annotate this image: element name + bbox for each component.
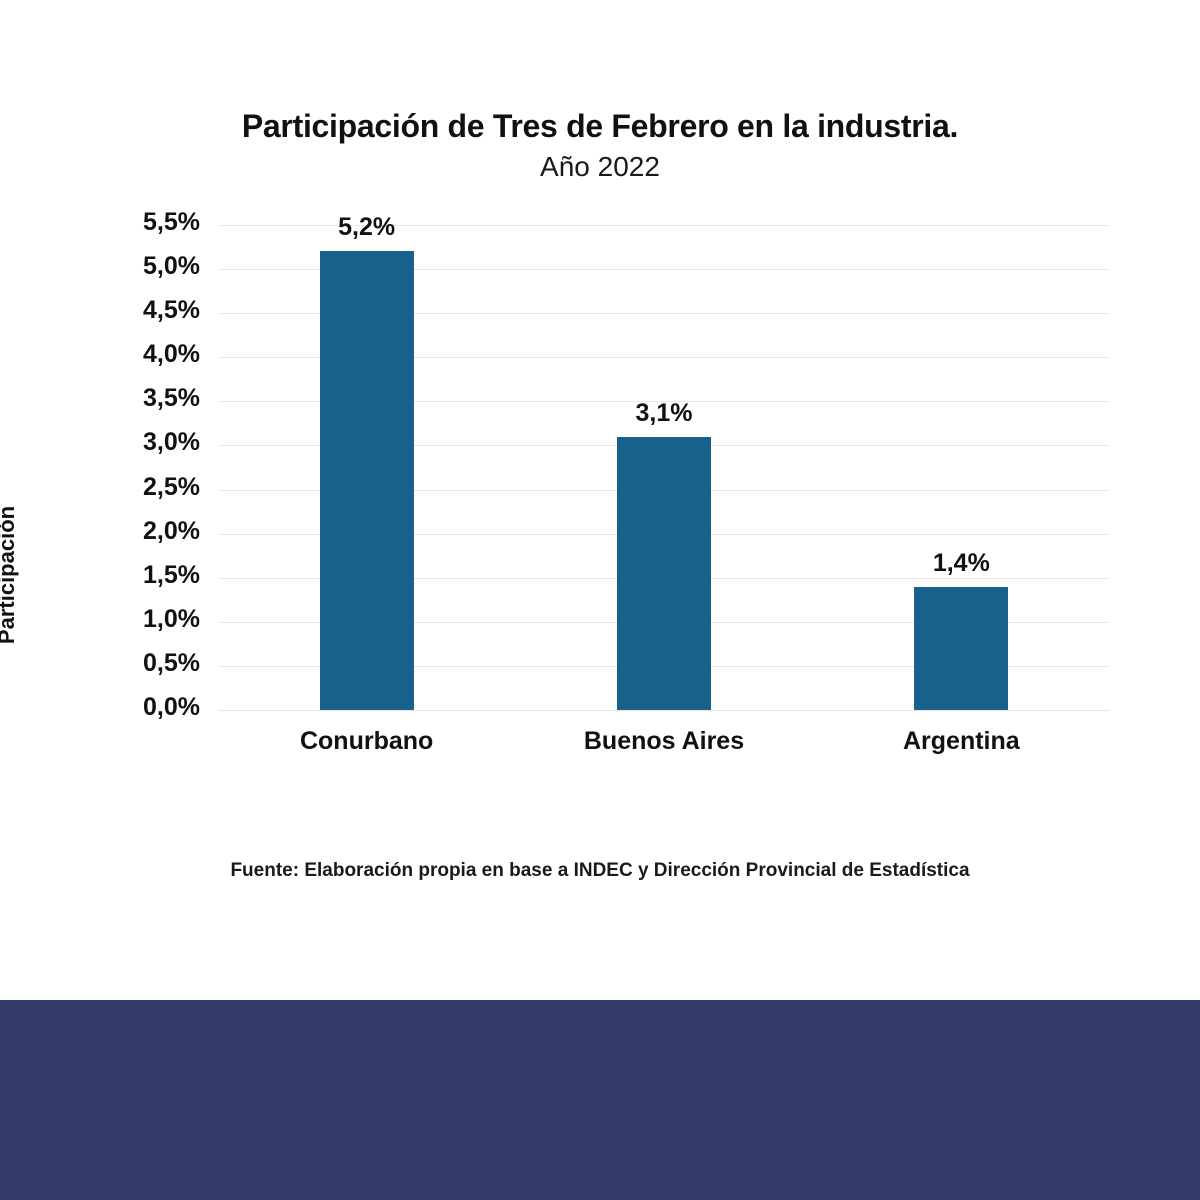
y-axis-title: Participación: [0, 505, 19, 645]
bar-value-label: 5,2%: [338, 213, 396, 242]
y-axis-tick-label: 0,0%: [143, 693, 200, 721]
gridline: [218, 357, 1110, 359]
gridline: [218, 401, 1110, 403]
y-axis-tick-label: 3,5%: [143, 384, 200, 413]
bar-value-label: 3,1%: [635, 398, 693, 427]
bar-argentina[interactable]: [914, 586, 1009, 710]
x-axis-tick-label: Conurbano: [299, 727, 434, 755]
x-axis-tick-label: Argentina: [902, 727, 1020, 755]
y-axis-tick-label: 1,0%: [143, 604, 200, 633]
footer-band: OBSERVATORIO PRODUCTIVO 3F 3F: [0, 1000, 1200, 1200]
y-axis-tick-label: 5,0%: [143, 252, 200, 281]
gridline: [218, 313, 1110, 315]
y-axis-tick-label: 5,5%: [143, 208, 200, 236]
y-axis-tick-label: 2,5%: [143, 472, 200, 501]
chart-title: Participación de Tres de Febrero en la i…: [241, 108, 959, 144]
source-note: Fuente: Elaboración propia en base a IND…: [230, 860, 970, 881]
y-axis-tick-label: 3,0%: [143, 428, 200, 457]
x-axis-tick-label: Buenos Aires: [583, 727, 745, 755]
gridline: [218, 225, 1110, 226]
plot-region: 0,0% 0,5% 1,0% 1,5% 2,0% 2,5% 3,0% 3,5% 4,0% 4,5%…: [143, 208, 1110, 755]
bar-conurbano[interactable]: [319, 251, 414, 710]
bar-buenos-aires[interactable]: [617, 436, 711, 710]
gridline: [218, 269, 1110, 271]
title-block: Participación de Tres de Febrero en la i…: [0, 108, 1200, 183]
y-axis-tick-label: 0,5%: [143, 648, 200, 677]
gridline: [218, 710, 1110, 711]
chart-subtitle: Año 2022: [540, 150, 660, 182]
bar-value-label: 1,4%: [932, 548, 990, 577]
y-axis-tick-label: 4,5%: [143, 296, 200, 325]
chart-area: Participación 0,0% 0,5% 1,0% 1,5% 2,0% 2,5% 3,…: [0, 208, 1200, 770]
y-axis-tick-label: 4,0%: [143, 340, 200, 369]
y-axis-tick-label: 1,5%: [143, 560, 200, 589]
y-axis-tick-label: 2,0%: [143, 516, 200, 545]
